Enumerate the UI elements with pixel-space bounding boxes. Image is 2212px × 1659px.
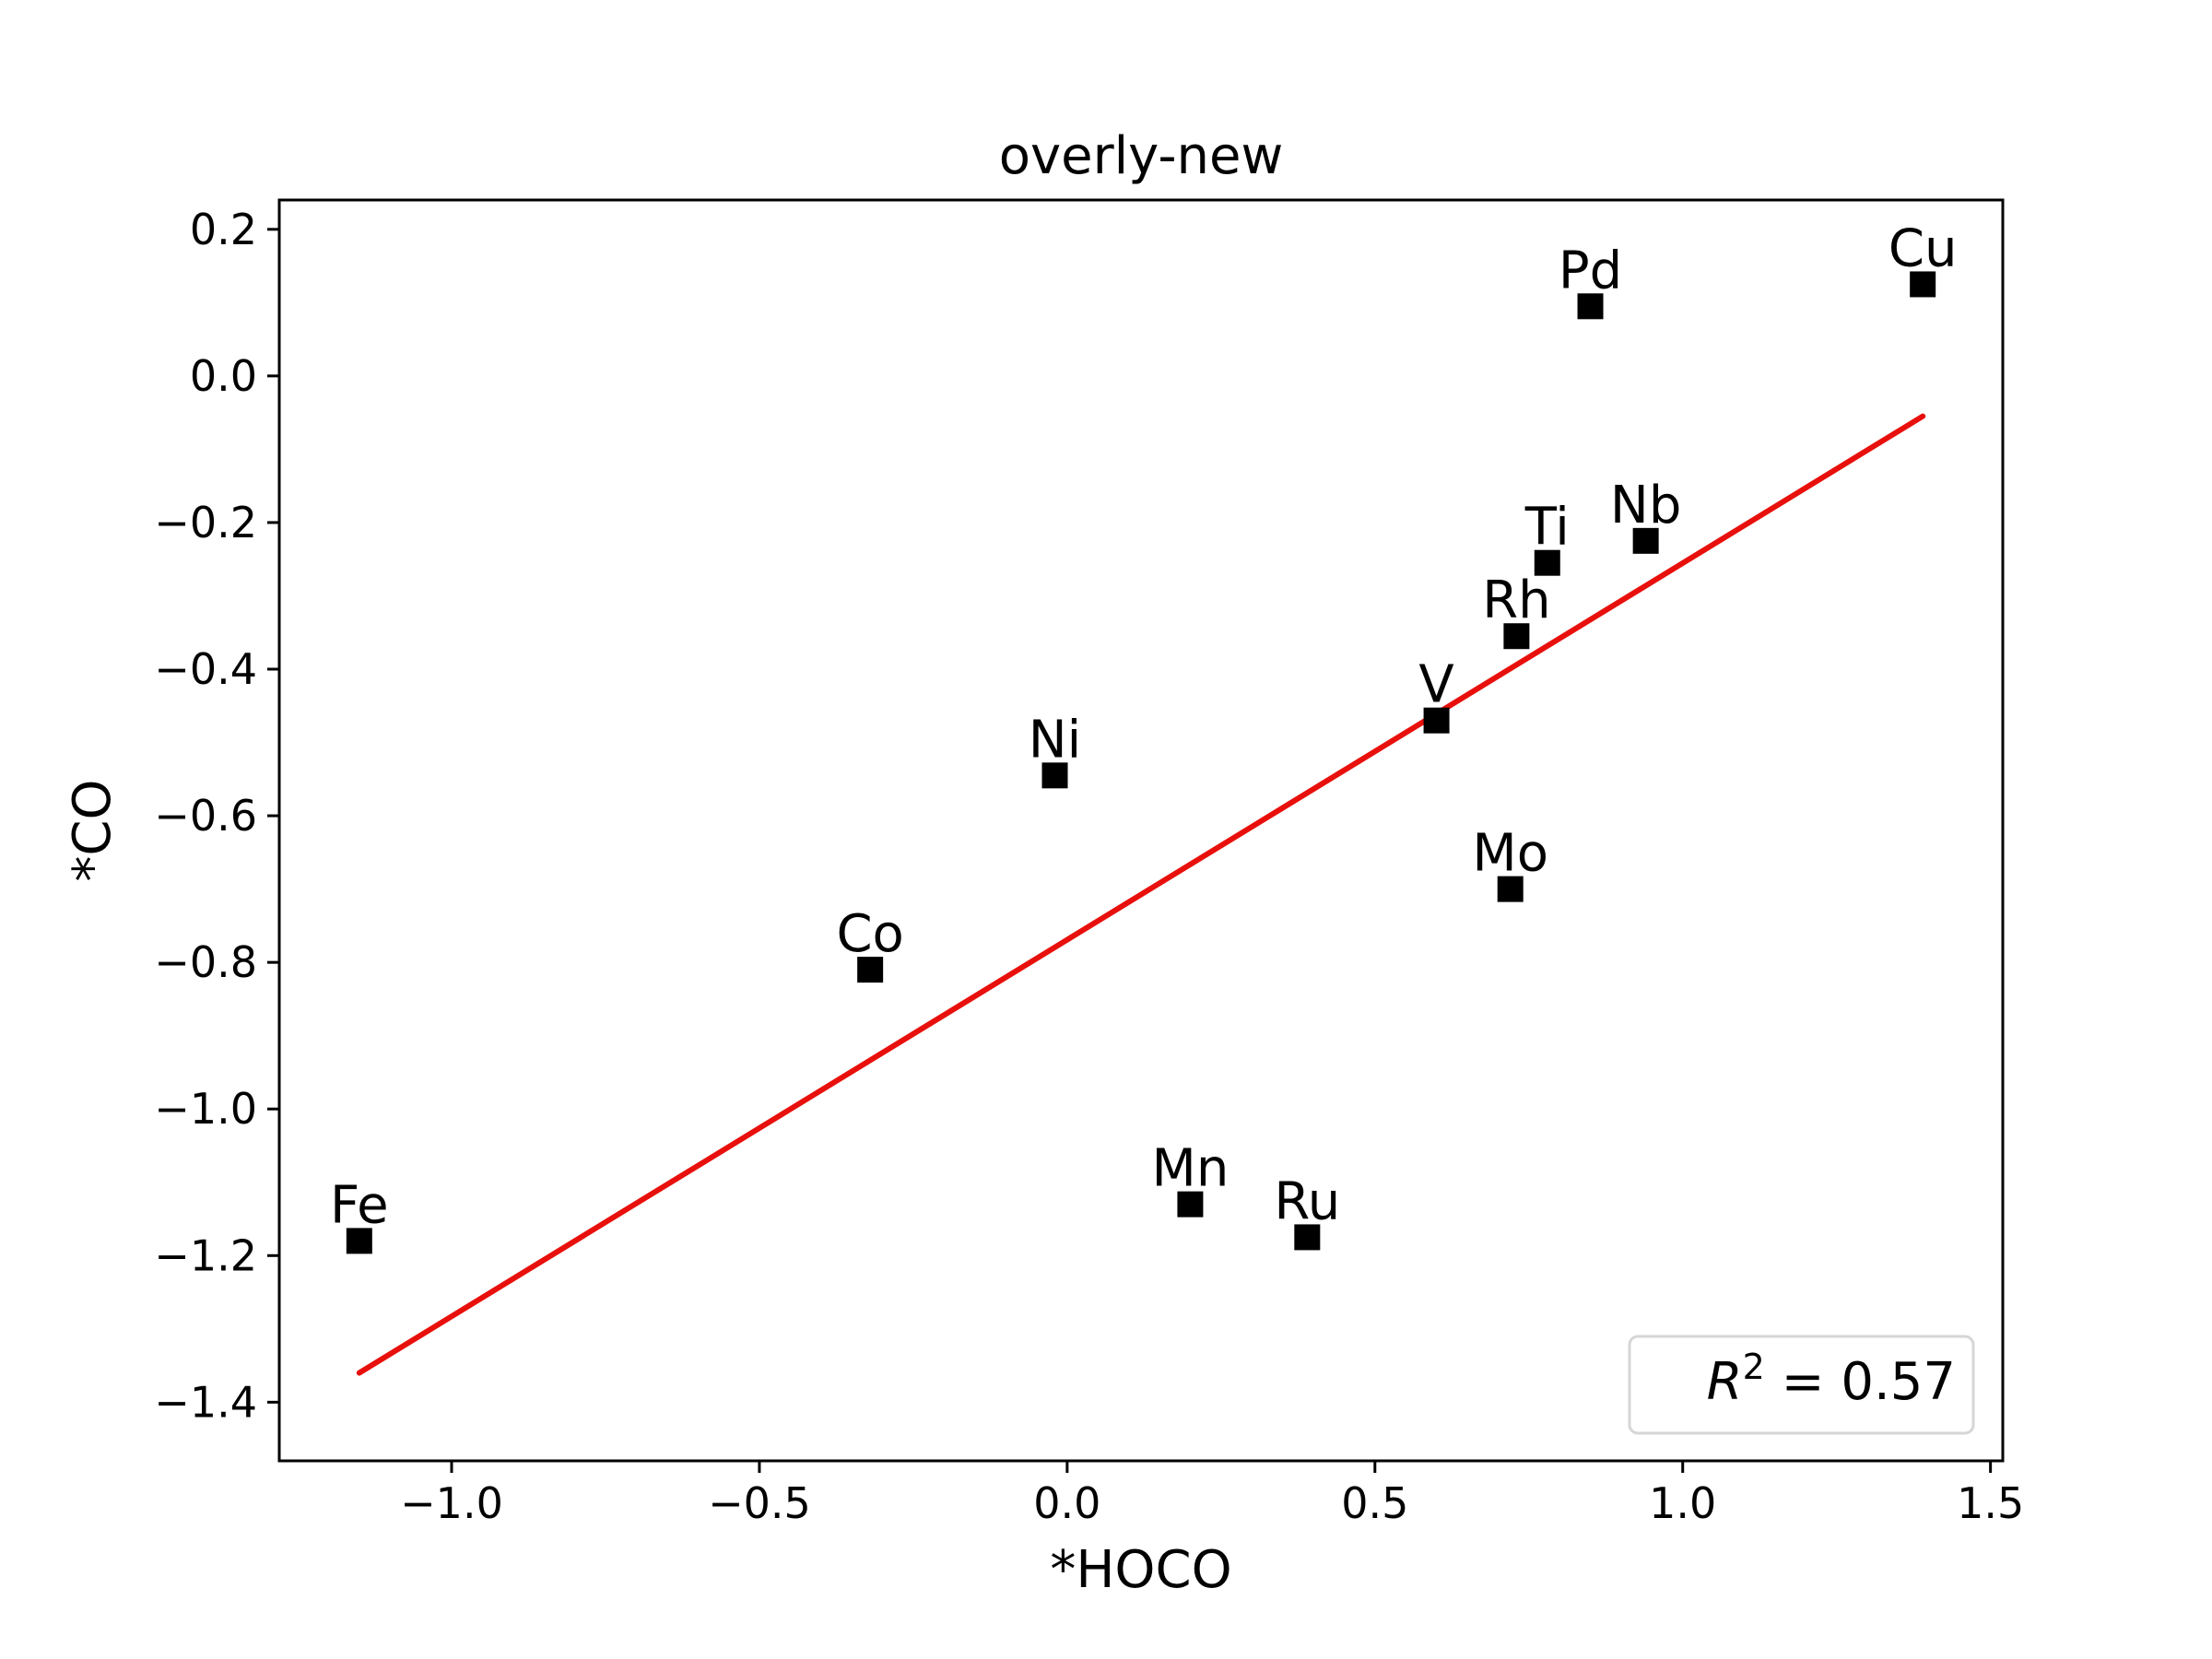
y-tick-label: 0.0 [190,351,257,401]
points-layer [346,271,1936,1254]
x-tick-label: 0.0 [1033,1478,1100,1528]
x-tick-label: 1.0 [1649,1478,1716,1528]
y-tick-label: −0.8 [154,937,257,987]
point-label-co: Co [836,904,903,964]
legend-box: R2 = 0.57 [1628,1335,1975,1435]
legend-frame [1628,1335,1975,1435]
data-point-mn [1177,1191,1204,1218]
y-axis-ticks: 0.2 0.0 −0.2 −0.4 −0.6 −0.8 −1.0 −1.2 −1.4 [154,205,279,1427]
data-point-co [857,957,884,983]
point-label-mn: Mn [1152,1139,1230,1199]
point-label-cu: Cu [1888,218,1958,278]
point-label-fe: Fe [330,1175,389,1235]
chart-title: overly-new [999,126,1284,186]
point-label-nb: Nb [1610,476,1681,535]
point-labels-layer: Fe Co Ni Mn Ru V Mo Rh Ti Pd Nb Cu [330,218,1957,1235]
data-point-cu [1910,271,1936,298]
data-point-ru [1294,1224,1321,1251]
y-axis-label: *CO [63,779,123,881]
x-tick-label: 1.5 [1957,1478,2024,1528]
data-point-v [1423,707,1450,734]
x-tick-label: 0.5 [1341,1478,1408,1528]
y-tick-label: −0.2 [154,498,257,547]
x-tick-label: −1.0 [400,1478,503,1528]
y-tick-label: −0.6 [154,791,257,841]
x-axis-ticks: −1.0 −0.5 0.0 0.5 1.0 1.5 [400,1461,2024,1528]
point-label-ni: Ni [1029,710,1081,770]
x-tick-label: −0.5 [708,1478,811,1528]
data-point-mo [1497,876,1524,902]
point-label-ti: Ti [1524,498,1570,558]
point-label-v: V [1418,655,1453,715]
legend-r2-value: 0.57 [1841,1352,1956,1412]
y-tick-label: 0.2 [190,205,257,254]
point-label-rh: Rh [1482,571,1550,630]
point-label-pd: Pd [1559,241,1622,300]
data-point-ni [1041,762,1068,789]
data-point-pd [1577,293,1604,320]
point-label-mo: Mo [1472,824,1548,884]
y-tick-label: −1.0 [154,1084,257,1134]
data-point-ti [1534,549,1560,576]
legend-r2-text: R2 = 0.57 [1707,1347,1956,1412]
y-tick-label: −0.4 [154,644,257,694]
data-point-fe [346,1228,372,1254]
data-point-rh [1503,623,1530,650]
fit-line-layer [356,413,1926,1376]
regression-line [356,413,1926,1376]
data-point-nb [1632,527,1659,554]
y-tick-label: −1.2 [154,1230,257,1280]
point-label-ru: Ru [1274,1171,1340,1231]
plot-frame [277,198,2005,1463]
x-axis-label: *HOCO [1050,1540,1231,1600]
y-tick-label: −1.4 [154,1377,257,1427]
